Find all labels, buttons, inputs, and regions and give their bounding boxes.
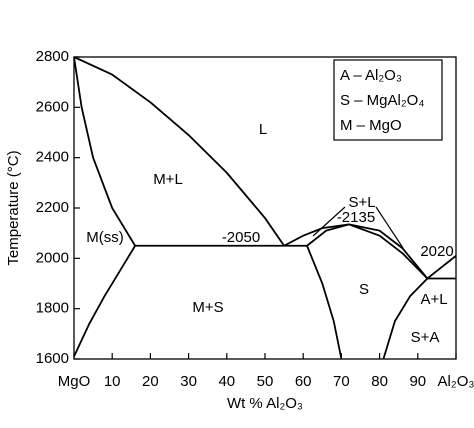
region-label: S	[359, 281, 369, 298]
x-tick-label: MgO	[58, 373, 91, 390]
key-box	[333, 59, 443, 141]
phase-boundary	[73, 56, 136, 247]
key-entry: M – MgO	[340, 117, 402, 134]
x-tick-label: 80	[371, 373, 388, 390]
region-label: -2050	[222, 229, 260, 246]
y-tick-label: 2000	[36, 249, 69, 266]
region-label: L	[259, 121, 267, 138]
phase-boundary	[306, 245, 343, 360]
phase-boundary	[426, 255, 457, 280]
phase-boundary	[73, 56, 285, 247]
y-axis-label: Temperature (°C)	[5, 150, 22, 265]
y-tick-label: 2400	[36, 149, 69, 166]
region-label: S+L	[348, 194, 375, 211]
phase-boundary	[382, 277, 428, 360]
region-label: 2020	[420, 243, 453, 260]
x-tick-label: 90	[409, 373, 426, 390]
phase-boundary	[283, 223, 429, 280]
phase-boundary	[73, 245, 136, 357]
leader-line	[375, 206, 404, 249]
x-tick-label: 10	[104, 373, 121, 390]
region-label: A+L	[420, 291, 447, 308]
x-tick-label: Al₂O₃	[438, 373, 474, 390]
x-axis-label: Wt % Al₂O₃	[227, 395, 303, 412]
x-tick-label: 20	[142, 373, 159, 390]
x-tick-label: 30	[180, 373, 197, 390]
y-tick-label: 1600	[36, 350, 69, 367]
x-tick-label: 40	[218, 373, 235, 390]
region-label: -2135	[337, 209, 375, 226]
region-label: M+S	[192, 299, 223, 316]
key-entry: S – MgAl₂O₄	[340, 92, 424, 109]
region-label: M+L	[153, 171, 183, 188]
x-tick-label: 60	[295, 373, 312, 390]
y-tick-label: 2600	[36, 98, 69, 115]
y-tick-label: 2200	[36, 199, 69, 216]
region-label: S+A	[411, 329, 440, 346]
x-tick-label: 70	[333, 373, 350, 390]
y-tick-label: 2800	[36, 48, 69, 65]
key-entry: A – Al₂O₃	[340, 67, 402, 84]
phase-boundary	[306, 223, 428, 280]
y-tick-label: 1800	[36, 300, 69, 317]
x-tick-label: 50	[257, 373, 274, 390]
leader-line	[312, 206, 346, 237]
region-label: M(ss)	[86, 229, 124, 246]
